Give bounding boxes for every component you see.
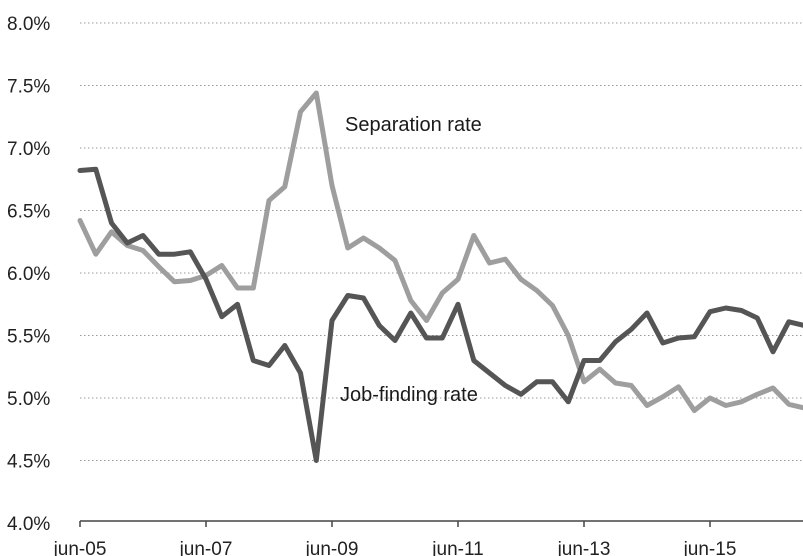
y-tick-label: 5.0% bbox=[7, 389, 50, 410]
x-tick-label: jun-13 bbox=[557, 539, 611, 556]
x-tick-label: jun-15 bbox=[683, 539, 737, 556]
axes bbox=[79, 520, 803, 527]
y-tick-labels: 4.0% 4.5% 5.0% 5.5% 6.0% 6.5% 7.0% 7.5% 8.0% bbox=[7, 14, 50, 535]
x-tick-labels: jun-05 jun-07 jun-09 jun-11 jun-13 jun-15 bbox=[53, 539, 737, 556]
x-tick-label: jun-07 bbox=[179, 539, 233, 556]
y-tick-label: 6.0% bbox=[7, 264, 50, 285]
y-tick-label: 4.0% bbox=[7, 514, 50, 535]
separation-rate-annotation: Separation rate bbox=[345, 114, 482, 136]
separation-rate-line bbox=[77, 90, 803, 413]
series-lines bbox=[77, 90, 803, 463]
y-tick-label: 7.0% bbox=[7, 139, 50, 160]
y-tick-label: 4.5% bbox=[7, 452, 50, 473]
x-tick-label: jun-09 bbox=[305, 539, 359, 556]
y-tick-label: 5.5% bbox=[7, 327, 50, 348]
job-finding-rate-line bbox=[77, 166, 803, 463]
job-finding-rate-annotation: Job-finding rate bbox=[340, 384, 478, 406]
y-tick-label: 7.5% bbox=[7, 77, 50, 98]
y-tick-label: 6.5% bbox=[7, 202, 50, 223]
x-tick-label: jun-11 bbox=[431, 539, 483, 556]
y-tick-label: 8.0% bbox=[7, 14, 50, 35]
x-tick-label: jun-05 bbox=[53, 539, 107, 556]
